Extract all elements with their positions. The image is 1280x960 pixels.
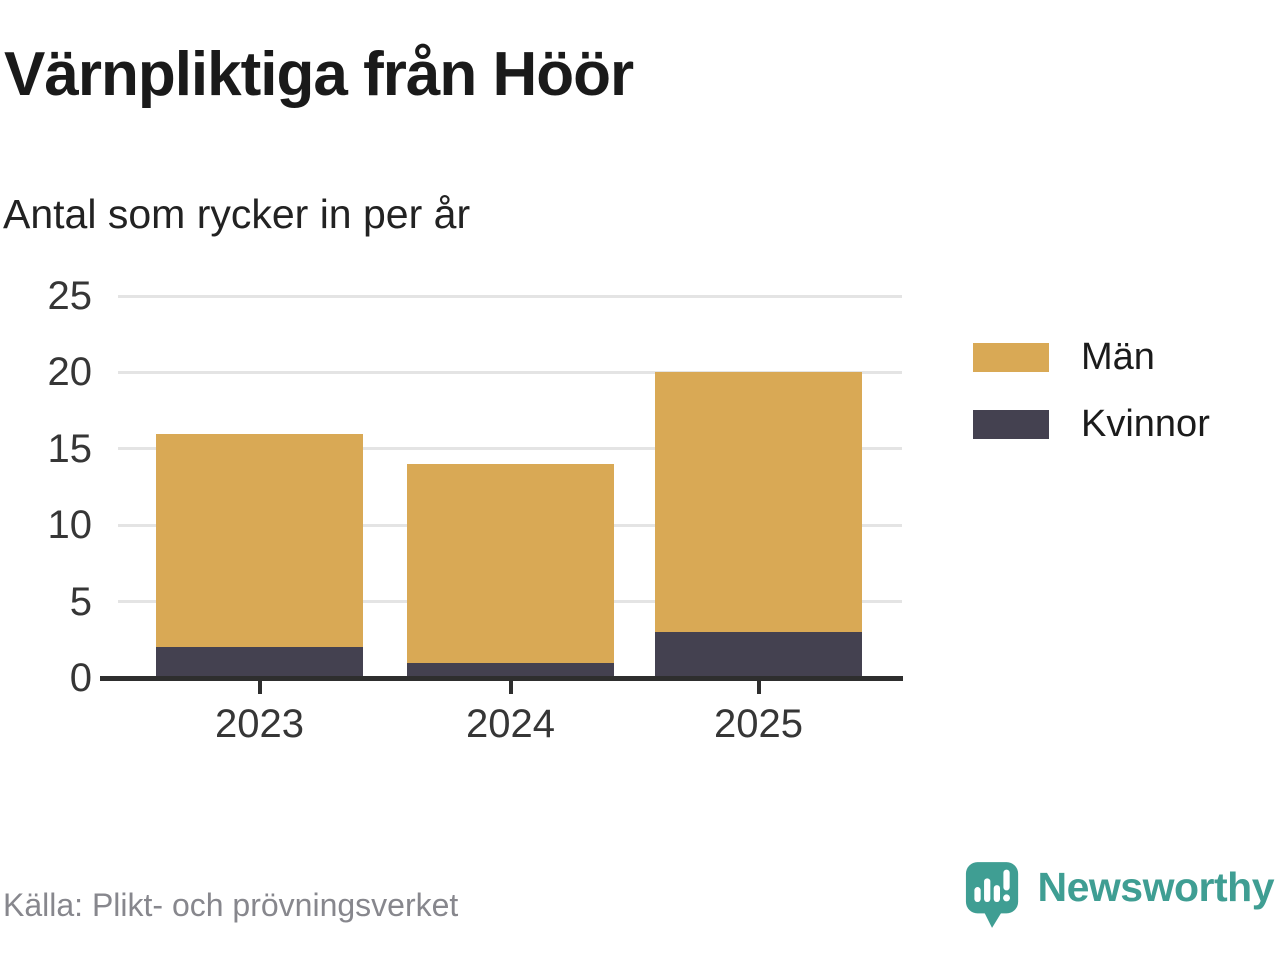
newsworthy-speech-bubble-icon [965,862,1018,928]
legend: Män Kvinnor [973,338,1210,443]
legend-label-women: Kvinnor [1081,403,1210,445]
x-axis-label-2025: 2025 [714,702,803,746]
legend-item-women: Kvinnor [973,405,1210,443]
brand-name: Newsworthy [1037,863,1275,910]
y-axis-label-15: 15 [47,426,93,471]
brand-logo: Newsworthy [964,858,1275,930]
gridline-y15 [118,447,902,451]
y-axis-label-25: 25 [47,274,93,318]
chart-title: Värnpliktiga från Höör [4,40,634,109]
legend-swatch-women [973,409,1049,439]
bar-2024-män [407,464,614,663]
y-axis-label-10: 10 [47,503,93,548]
y-axis-label-0: 0 [69,656,92,700]
gridline-y25 [118,294,902,298]
bar-2025-kvinnor [655,632,862,678]
bar-2025-män [655,372,862,633]
legend-label-men: Män [1081,336,1155,378]
source-attribution: Källa: Plikt- och prövningsverket [3,887,459,923]
bar-2024-kvinnor [407,662,614,678]
x-axis-line [100,676,903,681]
legend-swatch-men [973,342,1049,372]
bar-2023-män [156,433,363,648]
x-axis-tick-2024 [508,681,513,694]
x-axis-label-2024: 2024 [466,702,555,746]
x-axis-tick-2025 [756,681,761,694]
legend-item-men: Män [973,338,1210,376]
x-axis-label-2023: 2023 [215,702,304,746]
y-axis-label-20: 20 [47,350,93,395]
bar-2023-kvinnor [156,647,363,678]
gridline-y20 [118,370,902,374]
chart-subtitle: Antal som rycker in per år [3,191,471,237]
y-axis-label-5: 5 [69,579,92,624]
x-axis-tick-2023 [257,681,262,694]
